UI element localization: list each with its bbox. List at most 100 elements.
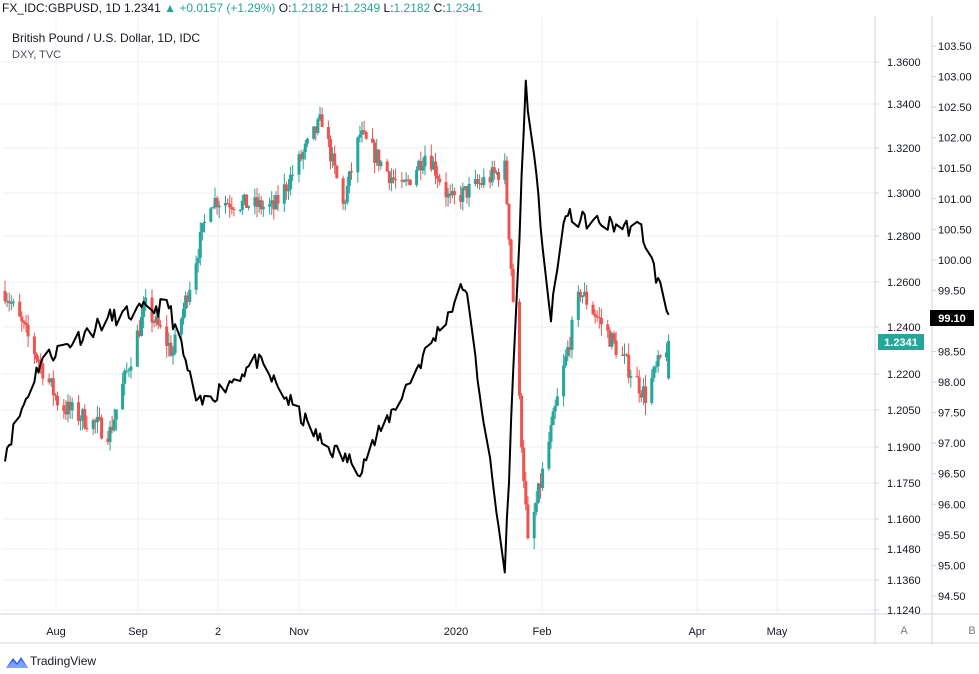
candle-body — [282, 184, 286, 204]
candle-body — [18, 301, 22, 317]
candle-body — [620, 354, 624, 356]
candle-body — [110, 426, 114, 431]
last-price: 1.2341 — [124, 1, 161, 15]
dxy-tick-label: 103.50 — [938, 41, 972, 53]
dxy-scale[interactable]: 103.50 103.00 102.50 102.00 101.50 101.00 100.… — [932, 41, 972, 603]
gbpusd-tick-label: 1.2800 — [887, 231, 921, 243]
candle-body — [35, 354, 38, 360]
candle-body — [553, 405, 557, 412]
candle-body — [423, 155, 427, 167]
candle-body — [329, 138, 332, 162]
candle-body — [129, 366, 133, 371]
candle-body — [637, 377, 641, 394]
candle-body — [9, 302, 13, 304]
candle-body — [417, 160, 421, 171]
candle-body — [467, 184, 471, 198]
candle-body — [518, 301, 521, 396]
tradingview-brand[interactable]: TradingView — [30, 654, 97, 668]
candle-body — [3, 291, 7, 302]
grid-lines — [2, 18, 875, 612]
candle-body — [576, 291, 580, 320]
candle-body — [549, 425, 553, 442]
axes — [0, 16, 979, 644]
candle-body — [232, 209, 236, 211]
candle-body — [70, 402, 74, 411]
dxy-tick-label: 99.50 — [938, 285, 966, 297]
candle-body — [22, 321, 26, 323]
candle-body — [301, 152, 305, 160]
candle-body — [534, 502, 538, 512]
candle-body — [345, 185, 349, 203]
candle-body — [438, 178, 442, 183]
candle-body — [606, 324, 610, 331]
candle-body — [165, 326, 169, 346]
candle-body — [37, 359, 41, 362]
candle-body — [360, 130, 364, 135]
candle-body — [100, 417, 104, 439]
candle-body — [591, 304, 595, 315]
candle-body — [583, 291, 587, 296]
gbpusd-tick-label: 1.2400 — [887, 322, 921, 334]
dxy-tick-label: 101.00 — [938, 194, 972, 206]
close-label: C: — [433, 1, 446, 15]
scale-button-b[interactable]: B — [968, 625, 975, 637]
candle-body — [24, 322, 28, 325]
candle-body — [408, 179, 412, 185]
candle-body — [108, 426, 112, 443]
candle-body — [135, 330, 139, 367]
candle-body — [169, 342, 173, 356]
dxy-tick-label: 100.00 — [938, 255, 972, 267]
tradingview-logo-icon[interactable] — [6, 655, 28, 669]
candle-body — [333, 153, 337, 166]
gbpusd-last-value: 1.2341 — [884, 337, 918, 349]
candle-body — [91, 420, 95, 430]
gbpusd-last-label: 1.2341 — [878, 334, 924, 350]
candle-body — [465, 186, 469, 198]
candle-body — [228, 203, 232, 208]
candle-body — [503, 160, 507, 180]
candle-body — [182, 308, 185, 319]
dxy-tick-label: 95.00 — [938, 560, 966, 572]
high-value: 1.2349 — [343, 1, 381, 15]
footer: TradingView — [0, 644, 979, 674]
candle-body — [494, 172, 498, 174]
candle-body — [478, 183, 482, 185]
dxy-tick-label: 97.00 — [938, 438, 966, 450]
candle-body — [98, 416, 101, 418]
symbol-name[interactable]: FX_IDC:GBPUSD, 1D — [2, 1, 121, 15]
gbpusd-candles — [3, 106, 671, 550]
time-tick-label: Sep — [128, 626, 148, 638]
candle-body — [79, 420, 83, 422]
candle-body — [68, 401, 72, 411]
candle-body — [450, 191, 454, 196]
time-tick-label: May — [767, 626, 788, 638]
candle-body — [497, 172, 500, 180]
scale-button-a[interactable]: A — [900, 625, 908, 637]
time-scale[interactable]: Aug Sep 2 Nov 2020 Feb Apr May — [46, 626, 788, 638]
candle-body — [488, 177, 492, 183]
candle-body — [581, 295, 584, 298]
candle-body — [654, 366, 658, 368]
candle-body — [347, 171, 351, 186]
dxy-tick-label: 102.00 — [938, 133, 972, 145]
candle-body — [509, 239, 513, 269]
candle-body — [387, 171, 391, 184]
candle-body — [379, 161, 383, 166]
candle-body — [289, 174, 293, 190]
gbpusd-scale[interactable]: 1.3600 1.3400 1.3200 1.3000 1.2800 1.2600 1.24… — [875, 57, 921, 617]
candle-body — [612, 333, 616, 341]
candle-body — [532, 511, 536, 539]
candle-body — [629, 376, 633, 378]
legend-main-series: British Pound / U.S. Dollar, 1D, IDC — [12, 31, 200, 45]
gbpusd-tick-label: 1.1600 — [887, 514, 921, 526]
candle-body — [140, 316, 143, 337]
candle-body — [270, 200, 274, 205]
candle-body — [644, 386, 647, 404]
candle-body — [230, 207, 234, 210]
candle-body — [215, 197, 219, 208]
price-chart[interactable]: British Pound / U.S. Dollar, 1D, IDC DXY… — [0, 16, 979, 644]
dxy-last-value: 99.10 — [938, 313, 966, 325]
candle-body — [392, 177, 395, 180]
candle-body — [121, 383, 125, 410]
candle-body — [343, 202, 347, 204]
